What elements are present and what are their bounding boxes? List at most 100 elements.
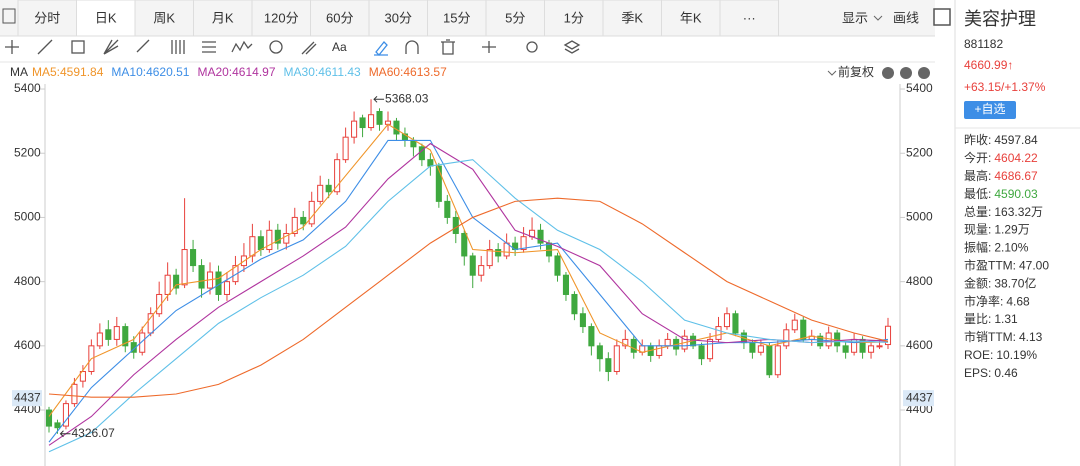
candle-body bbox=[444, 200, 451, 218]
candle-body bbox=[478, 265, 485, 276]
candle-body bbox=[291, 216, 298, 234]
tab-label[interactable]: 年K bbox=[680, 10, 702, 25]
candle-body bbox=[537, 229, 544, 244]
stock-change: +63.15/+1.37% bbox=[964, 80, 1046, 94]
zoom-in[interactable] bbox=[900, 67, 912, 79]
tab-label[interactable]: 季K bbox=[621, 10, 643, 25]
candle-body bbox=[757, 345, 764, 353]
annotation-arrow bbox=[373, 95, 385, 103]
candle-body bbox=[766, 345, 773, 376]
ma-legend-entry: MA5:4591.84 bbox=[32, 65, 104, 79]
y-tick-label: 4800 bbox=[14, 274, 41, 288]
stat-label: 总量: bbox=[964, 205, 991, 219]
tool-pitch[interactable] bbox=[301, 41, 317, 55]
candle-body bbox=[571, 293, 578, 315]
tool-delete[interactable] bbox=[441, 39, 455, 55]
crosshair-label-bg bbox=[12, 390, 42, 407]
y-tick-label: 5400 bbox=[14, 81, 41, 95]
dropdown-caret bbox=[873, 15, 883, 21]
tab-label[interactable]: 日K bbox=[95, 10, 117, 25]
tab-label[interactable]: 15分 bbox=[443, 10, 470, 25]
ma-legend-entry: MA30:4611.43 bbox=[284, 65, 361, 79]
crosshair-label: 4437 bbox=[906, 390, 933, 404]
tab[interactable] bbox=[310, 0, 370, 37]
tool-magnet[interactable] bbox=[405, 40, 419, 54]
tool-rect[interactable] bbox=[71, 40, 85, 54]
candle-body bbox=[706, 338, 714, 360]
zoom-out[interactable] bbox=[882, 67, 894, 79]
adjust-mode[interactable]: 前复权 bbox=[838, 64, 874, 79]
tool-layers[interactable] bbox=[563, 40, 581, 54]
tool-circle[interactable] bbox=[269, 40, 283, 54]
draw-line-menu[interactable]: 画线 bbox=[893, 10, 919, 25]
candle-body bbox=[122, 326, 129, 347]
tab-label[interactable]: 60分 bbox=[326, 10, 353, 25]
stat-value: 4597.84 bbox=[994, 133, 1038, 147]
tab-label[interactable]: 30分 bbox=[385, 10, 412, 25]
tab[interactable] bbox=[719, 0, 779, 37]
y-tick-label: 5400 bbox=[906, 81, 933, 95]
stat-label: 最高: bbox=[964, 168, 991, 183]
ma-title: MA bbox=[10, 65, 28, 79]
tab[interactable] bbox=[193, 0, 253, 37]
tool-wave[interactable] bbox=[231, 40, 253, 53]
tool-settings[interactable] bbox=[526, 41, 538, 53]
watch-button[interactable] bbox=[964, 101, 1016, 119]
candle-body bbox=[308, 200, 315, 225]
candle-body bbox=[486, 249, 493, 267]
candle-body bbox=[249, 236, 256, 257]
tab-label[interactable]: 月K bbox=[212, 10, 234, 25]
candle-body bbox=[367, 114, 375, 129]
stat-label: 现量: bbox=[964, 223, 991, 237]
tab-label[interactable]: 1分 bbox=[564, 10, 584, 25]
tool-pen[interactable] bbox=[374, 41, 388, 56]
candle-body bbox=[723, 313, 731, 328]
y-tick-label: 5000 bbox=[906, 210, 933, 224]
candle-body bbox=[173, 274, 180, 289]
tab-label[interactable]: 周K bbox=[153, 10, 175, 25]
tab-label[interactable]: 5分 bbox=[505, 10, 525, 25]
zoom-reset[interactable] bbox=[918, 67, 930, 79]
tab[interactable] bbox=[134, 0, 194, 37]
display-menu[interactable]: 显示 bbox=[842, 10, 868, 25]
tool-gann[interactable] bbox=[171, 40, 185, 54]
y-tick-label: 5200 bbox=[906, 145, 933, 159]
tab[interactable] bbox=[602, 0, 662, 37]
tab[interactable] bbox=[368, 0, 428, 37]
dropdown-caret bbox=[827, 70, 837, 76]
candle-body bbox=[630, 338, 637, 353]
candle-body bbox=[274, 229, 281, 244]
panel-icon[interactable] bbox=[2, 8, 16, 24]
stat-label: 振幅: bbox=[964, 240, 991, 255]
tool-fib[interactable] bbox=[202, 41, 216, 53]
y-tick-label: 4600 bbox=[906, 338, 933, 352]
candle-body bbox=[62, 403, 69, 427]
panel-toggle[interactable] bbox=[933, 8, 951, 26]
candle-body bbox=[325, 184, 332, 193]
candle-body bbox=[71, 383, 78, 405]
tab[interactable] bbox=[251, 0, 311, 37]
tab-label[interactable]: ··· bbox=[743, 10, 756, 25]
stat-value: 163.32万 bbox=[994, 205, 1043, 219]
tab-label[interactable]: 120分 bbox=[264, 10, 299, 25]
tool-text-glyph[interactable]: Aa bbox=[332, 40, 347, 54]
candle-body bbox=[300, 216, 307, 225]
candle-body bbox=[876, 345, 883, 348]
tab[interactable] bbox=[544, 0, 604, 37]
tab-label[interactable]: 分时 bbox=[34, 10, 60, 25]
stat-value: 2.10% bbox=[994, 241, 1028, 255]
candle-body bbox=[622, 338, 629, 347]
tool-cross[interactable] bbox=[5, 40, 19, 54]
tool-zoom[interactable] bbox=[482, 41, 496, 53]
tab[interactable] bbox=[427, 0, 487, 37]
stat-label: 今开: bbox=[964, 150, 991, 165]
tool-line[interactable] bbox=[37, 39, 53, 55]
tab[interactable] bbox=[17, 0, 77, 37]
watch-button-label[interactable]: +自选 bbox=[974, 102, 1005, 116]
stat-value: 4686.67 bbox=[994, 169, 1038, 183]
tab[interactable] bbox=[76, 0, 136, 37]
tab[interactable] bbox=[661, 0, 721, 37]
tool-channel[interactable] bbox=[136, 39, 150, 53]
candle-body bbox=[54, 422, 61, 429]
tool-fan[interactable] bbox=[103, 39, 119, 55]
